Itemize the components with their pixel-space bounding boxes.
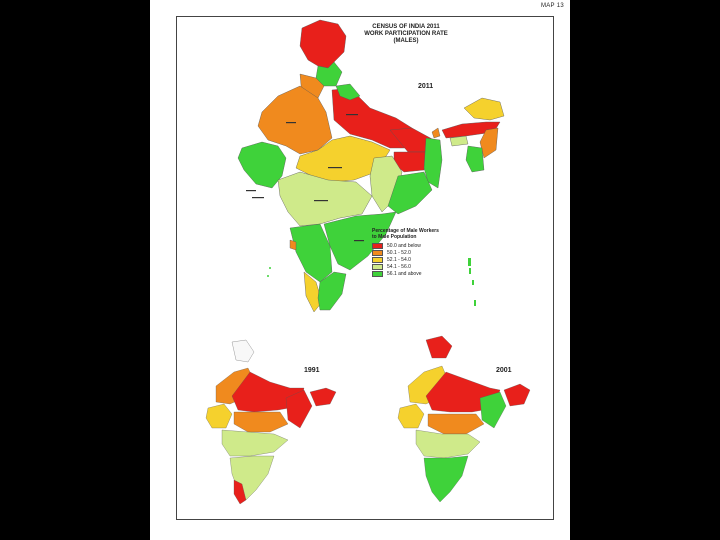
legend: Percentage of Male Workers to Male Popul…	[372, 228, 439, 277]
legend-item: 56.1 and above	[372, 270, 439, 277]
legend-label: 50.0 and below	[387, 242, 421, 249]
legend-item: 50.1 - 52.0	[372, 249, 439, 256]
inset-2001-gujarat	[397, 403, 425, 429]
lakshadweep-islands	[267, 267, 271, 277]
region-arunachal	[463, 97, 505, 121]
region-uttarakhand	[335, 83, 361, 101]
map-number: MAP 13	[540, 3, 564, 9]
title-line-3: (MALES)	[393, 38, 419, 44]
legend-title-line-1: Percentage of Male Workers	[372, 228, 439, 234]
region-odisha	[387, 171, 433, 215]
inset-1991-east	[285, 389, 313, 429]
main-map-2011	[237, 19, 505, 313]
region-karnataka	[289, 223, 333, 283]
inset-2001-mp	[427, 413, 485, 435]
legend-item: 54.1 - 56.0	[372, 263, 439, 270]
region-rajasthan	[257, 85, 333, 155]
legend-swatch	[372, 249, 383, 256]
inset-1991-maha	[221, 429, 289, 457]
region-tamil-nadu	[317, 271, 347, 311]
map-title: CENSUS OF INDIA 2011 WORK PARTICIPATION …	[346, 24, 466, 45]
legend-item: 52.1 - 54.0	[372, 256, 439, 263]
inset-map-1991	[205, 339, 337, 505]
andaman-nicobar-islands	[468, 258, 476, 306]
inset-1991-gujarat	[205, 403, 233, 429]
region-goa	[289, 239, 297, 251]
legend-swatch	[372, 270, 383, 277]
region-kerala	[303, 271, 323, 313]
inset-map-2001	[397, 335, 531, 503]
inset-2001-east	[479, 391, 507, 429]
main-year-label: 2011	[418, 83, 433, 90]
title-line-1: CENSUS OF INDIA 2011	[372, 24, 440, 30]
map-frame	[176, 16, 554, 520]
map-sheet: MAP 13 CENSUS OF INDIA 2011 WORK PARTICI…	[150, 0, 570, 540]
legend-label: 56.1 and above	[387, 270, 422, 277]
inset-year-1991: 1991	[304, 367, 320, 374]
legend-title-line-2: to Male Population	[372, 234, 417, 240]
inset-2001-maha	[415, 429, 481, 459]
region-maharashtra	[277, 171, 373, 227]
legend-swatch	[372, 263, 383, 270]
region-gujarat	[237, 141, 287, 189]
region-tripura-mizoram	[465, 145, 485, 173]
region-jammu-kashmir	[299, 19, 347, 69]
inset-1991-ne	[309, 387, 337, 407]
legend-label: 54.1 - 56.0	[387, 263, 411, 270]
legend-item: 50.0 and below	[372, 242, 439, 249]
inset-2001-ne	[503, 383, 531, 407]
region-sikkim	[431, 127, 441, 139]
legend-label: 52.1 - 54.0	[387, 256, 411, 263]
inset-year-2001: 2001	[496, 367, 512, 374]
inset-1991-north	[231, 339, 255, 363]
main-map-place-markers	[246, 114, 364, 242]
region-assam	[441, 121, 501, 139]
inset-1991-kerala	[233, 479, 247, 505]
region-west-bengal	[423, 137, 443, 189]
map-graphics: 1991 2001 2011	[205, 19, 531, 505]
legend-swatch	[372, 242, 383, 249]
inset-2001-jk	[425, 335, 453, 359]
title-line-2: WORK PARTICIPATION RATE	[364, 31, 448, 37]
inset-1991-mp	[233, 411, 289, 433]
legend-swatch	[372, 256, 383, 263]
region-nagaland-manipur	[479, 127, 499, 159]
region-meghalaya	[449, 135, 469, 147]
legend-label: 50.1 - 52.0	[387, 249, 411, 256]
inset-2001-south	[423, 455, 469, 503]
